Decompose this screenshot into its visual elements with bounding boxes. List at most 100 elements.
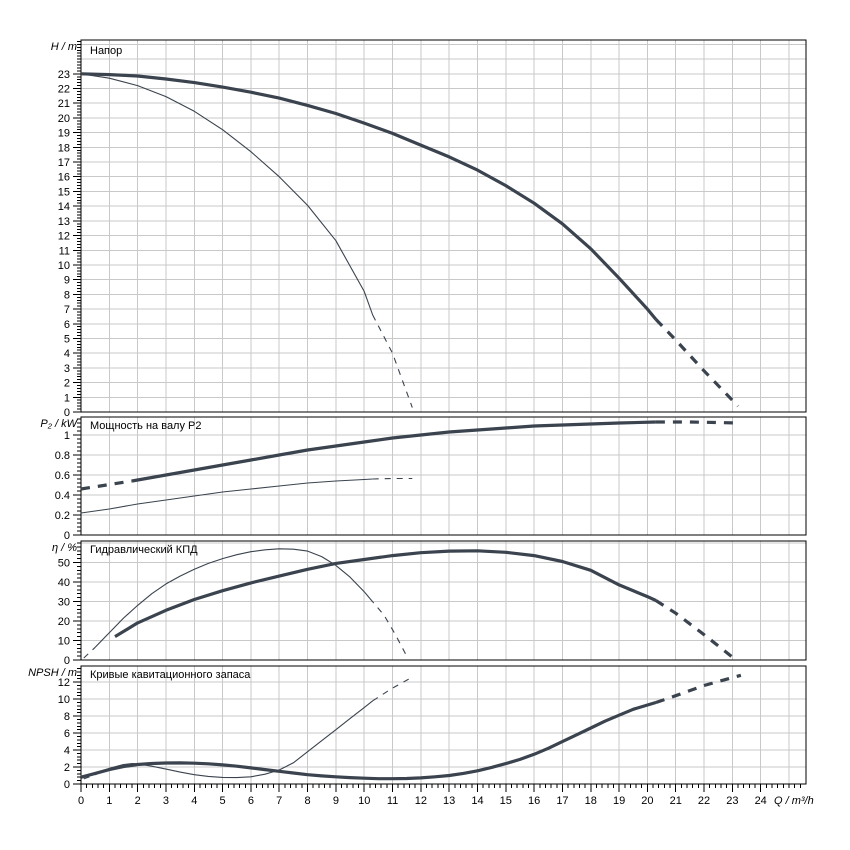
x-tick-label: 21 (670, 795, 682, 807)
head-y-tick-label: 19 (58, 128, 70, 140)
x-tick-label: 22 (698, 795, 710, 807)
head-y-tick-label: 10 (58, 260, 70, 272)
head-thick-curve-solid (80, 72, 658, 321)
efficiency-y-axis-label: η / % (51, 542, 77, 554)
x-tick-label: 17 (556, 795, 568, 807)
efficiency-y-tick-label: 0 (64, 655, 70, 667)
x-tick-label: 20 (641, 795, 653, 807)
x-tick-label: 13 (443, 795, 455, 807)
x-tick-label: 19 (613, 795, 625, 807)
x-axis-label: Q / m³/h (774, 795, 814, 807)
efficiency-thin-curve-dashed (83, 646, 96, 659)
head-y-tick-label: 7 (64, 304, 70, 316)
head-frame (80, 39, 807, 413)
x-tick-label: 3 (163, 795, 169, 807)
head-y-tick-label: 15 (58, 186, 70, 198)
x-tick-label: 8 (305, 795, 311, 807)
power-chart-title: Мощность на валу P2 (90, 420, 202, 432)
efficiency-y-tick-label: 50 (58, 557, 70, 569)
x-tick-label: 2 (135, 795, 141, 807)
x-tick-label: 12 (415, 795, 427, 807)
head-y-tick-label: 16 (58, 172, 70, 184)
power-y-tick-label: 0 (64, 530, 70, 542)
power-y-tick-label: 0.8 (55, 450, 70, 462)
head-y-tick-label: 2 (64, 378, 70, 390)
power-chart: 0 0.2 0.4 0.6 0.8 1 (55, 416, 807, 542)
x-tick-label: 7 (276, 795, 282, 807)
power-y-tick-label: 0.2 (55, 510, 70, 522)
x-tick-label: 15 (500, 795, 512, 807)
efficiency-y-tick-label: 20 (58, 616, 70, 628)
npsh-chart-title: Кривые кавитационного запаса (90, 669, 251, 681)
efficiency-thick-curve-solid (114, 549, 657, 638)
npsh-thin-curve-dashed (372, 678, 410, 702)
head-y-tick-label: 21 (58, 98, 70, 110)
x-tick-label: 0 (78, 795, 84, 807)
head-y-tick-label: 11 (59, 245, 70, 257)
npsh-thin-curve-dashed (83, 774, 96, 780)
x-tick-label: 16 (528, 795, 540, 807)
power-thin-curve-solid (80, 478, 373, 514)
efficiency-thin-curve-dashed (369, 598, 408, 657)
npsh-y-tick-label: 10 (58, 694, 70, 706)
x-tick-label: 14 (471, 795, 483, 807)
efficiency-chart: 0 10 20 30 40 50 (58, 540, 807, 667)
power-y-tick-label: 0.4 (55, 490, 70, 502)
npsh-chart: 0 2 4 6 8 10 12 (58, 665, 807, 791)
x-tick-label: 18 (585, 795, 597, 807)
head-thin-curve-solid (80, 73, 374, 316)
npsh-y-tick-label: 6 (64, 728, 70, 740)
head-y-tick-label: 3 (64, 363, 70, 375)
x-tick-label: 11 (387, 795, 398, 807)
head-y-tick-label: 1 (64, 392, 70, 404)
npsh-y-tick-label: 0 (64, 779, 70, 791)
head-chart-title: Напор (90, 45, 123, 57)
head-y-tick-label: 23 (58, 69, 70, 81)
power-thick-curve-solid (131, 420, 656, 483)
efficiency-y-tick-label: 40 (58, 577, 70, 589)
head-y-axis-label: H / m (50, 41, 77, 53)
x-tick-label: 9 (333, 795, 339, 807)
x-tick-label: 10 (358, 795, 370, 807)
head-y-tick-label: 17 (58, 157, 70, 169)
head-thin-curve-dashed (372, 314, 413, 408)
x-tick-label: 23 (726, 795, 738, 807)
efficiency-frame (80, 540, 807, 661)
x-axis: 0 1 2 3 4 5 6 7 8 9 10 11 12 13 14 15 16 17 18 19 20 21 22 23 24 (78, 784, 801, 807)
head-y-tick-label: 4 (64, 348, 70, 360)
npsh-thin-curve-solid (94, 700, 374, 779)
head-thick-curve-dashed (654, 318, 740, 408)
x-tick-label: 24 (755, 795, 767, 807)
power-frame (80, 416, 807, 536)
x-tick-label: 5 (220, 795, 226, 807)
efficiency-thick-curve-dashed (655, 599, 734, 659)
head-y-tick-label: 22 (58, 84, 70, 96)
npsh-frame (80, 665, 807, 785)
head-y-tick-label: 14 (58, 201, 70, 213)
x-tick-label: 4 (191, 795, 197, 807)
head-y-tick-label: 0 (64, 407, 70, 419)
npsh-y-tick-label: 2 (64, 762, 70, 774)
npsh-y-tick-label: 12 (58, 677, 70, 689)
power-thick-curve-dashed (80, 479, 133, 491)
x-tick-label: 6 (248, 795, 254, 807)
head-y-tick-label: 5 (64, 333, 70, 345)
head-y-tick-label: 8 (64, 289, 70, 301)
npsh-thick-curve-dashed (655, 673, 742, 705)
power-y-tick-label: 1 (64, 430, 70, 442)
npsh-y-tick-label: 8 (64, 711, 70, 723)
npsh-thick-curve-solid (80, 700, 657, 781)
efficiency-thin-curve-solid (94, 548, 371, 648)
head-y-tick-label: 20 (58, 113, 70, 125)
power-y-axis-label: P₂ / kW (40, 418, 77, 430)
head-y-tick-label: 12 (58, 231, 70, 243)
efficiency-y-tick-label: 30 (58, 596, 70, 608)
npsh-y-axis-label: NPSH / m (28, 667, 77, 679)
head-y-tick-label: 9 (64, 275, 70, 287)
power-y-tick-label: 0.6 (55, 470, 70, 482)
power-thick-curve-dashed (655, 420, 741, 425)
head-y-tick-label: 18 (58, 142, 70, 154)
head-y-tick-label: 13 (58, 216, 70, 228)
